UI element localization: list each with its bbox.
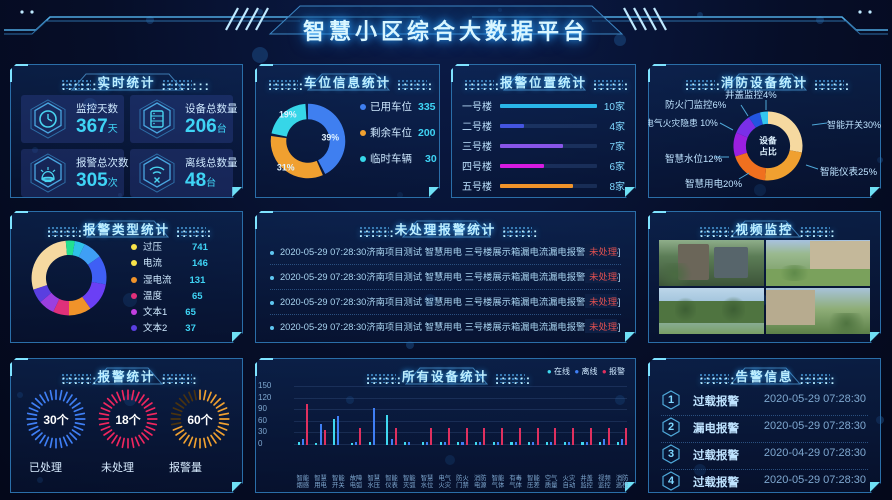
svg-text:39%: 39% [321, 132, 339, 142]
svg-text:19%: 19% [279, 110, 297, 120]
svg-text:31%: 31% [277, 163, 295, 173]
